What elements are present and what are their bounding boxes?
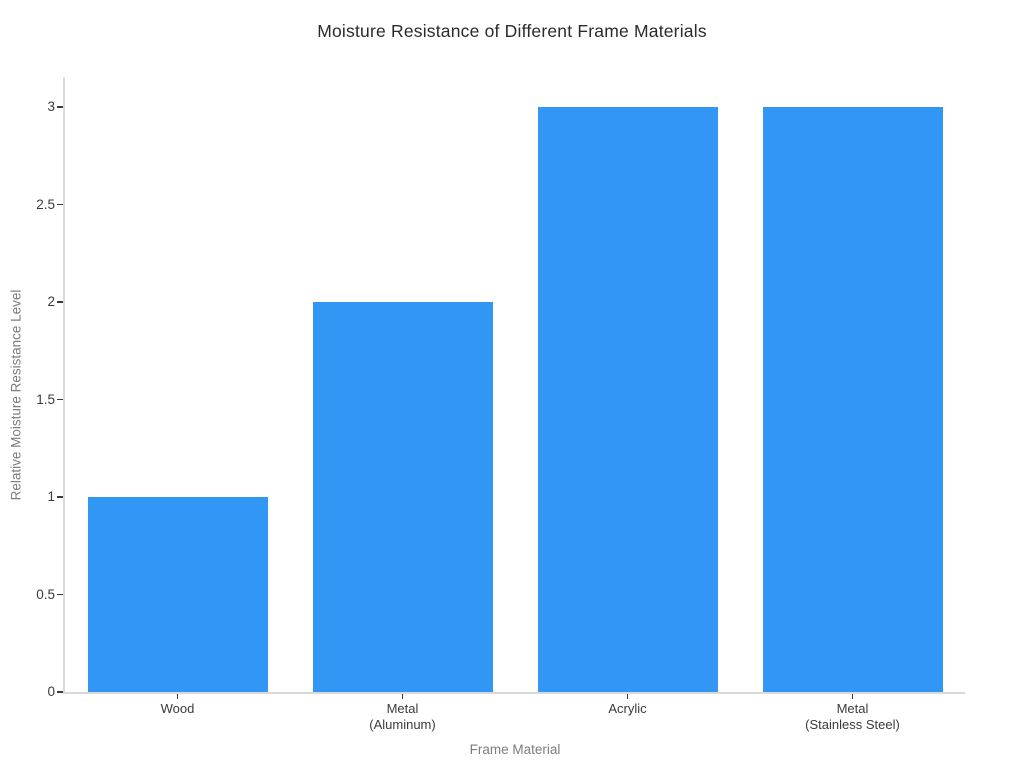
y-tick-mark xyxy=(57,496,63,498)
x-tick-label: Wood xyxy=(160,701,195,716)
x-tick-label: Metal (Stainless Steel) xyxy=(805,701,900,732)
y-tick-label: 2 xyxy=(47,294,55,310)
y-tick-mark xyxy=(57,593,63,596)
y-axis-line xyxy=(63,77,65,694)
x-tick-mark xyxy=(851,694,854,699)
y-tick-label: 0.5 xyxy=(36,586,55,602)
bar xyxy=(312,302,493,692)
y-tick-mark xyxy=(57,691,63,693)
x-tick-label: Acrylic xyxy=(608,701,647,716)
x-tick-mark xyxy=(626,694,629,699)
bar xyxy=(87,497,268,692)
x-tick-label: Metal (Aluminum) xyxy=(369,701,436,732)
x-axis-line xyxy=(63,692,965,694)
y-tick-label: 3 xyxy=(47,99,55,115)
x-tick-mark xyxy=(176,694,179,699)
y-tick-mark xyxy=(57,203,63,206)
y-tick-label: 1.5 xyxy=(36,391,55,407)
y-tick-label: 2.5 xyxy=(36,196,55,212)
y-tick-mark xyxy=(57,301,63,303)
plot-area xyxy=(63,77,965,694)
chart-title: Moisture Resistance of Different Frame M… xyxy=(317,21,707,41)
y-tick-mark xyxy=(57,106,63,108)
y-tick-label: 1 xyxy=(47,489,55,505)
x-axis-title: Frame Material xyxy=(469,742,561,757)
x-tick-mark xyxy=(401,694,404,699)
y-tick-label: 0 xyxy=(47,684,55,699)
y-tick-mark xyxy=(57,398,63,401)
bar xyxy=(762,107,943,692)
bar xyxy=(537,107,718,692)
